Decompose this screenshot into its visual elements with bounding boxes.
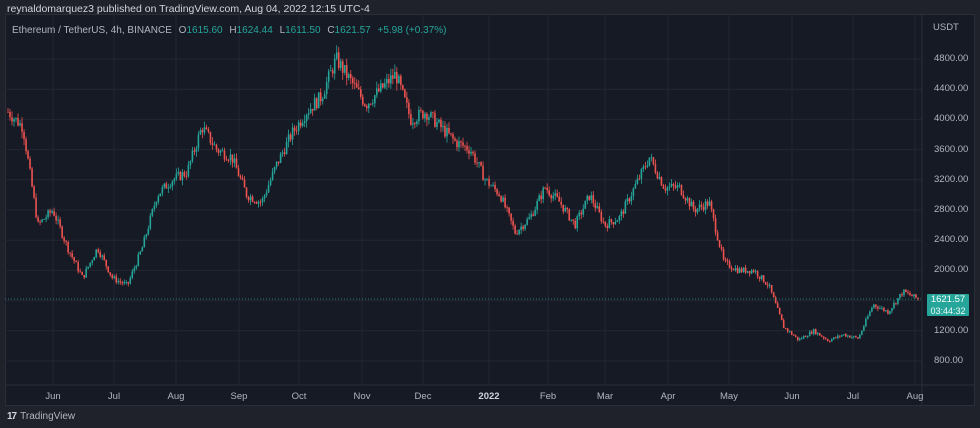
close-label: C (327, 25, 335, 36)
time-tick: Nov (353, 391, 371, 402)
price-tick: 4800.00 (934, 53, 969, 64)
brand-name: TradingView (20, 411, 76, 422)
tradingview-brand[interactable]: 17 TradingView (7, 411, 75, 422)
open-label: O (178, 25, 187, 36)
open-value: 1615.60 (186, 25, 223, 36)
time-tick: Aug (167, 391, 185, 402)
last-price-value: 1621.57 (930, 294, 966, 305)
tradingview-logo-icon: 17 (7, 411, 17, 422)
price-tick: 2800.00 (934, 204, 969, 215)
time-tick: Apr (660, 391, 676, 402)
symbol-title[interactable]: Ethereum / TetherUS, 4h, BINANCE (12, 25, 172, 36)
time-tick: Jun (784, 391, 800, 402)
last-price-badge: 1621.57 03:44:32 (927, 294, 969, 316)
change-value: +5.98 (+0.37%) (377, 25, 447, 36)
time-tick: 2022 (478, 391, 500, 402)
low-label: L (279, 25, 286, 36)
price-tick: 1200.00 (934, 324, 969, 336)
low-value: 1611.50 (285, 25, 321, 36)
high-label: H (229, 25, 237, 36)
time-tick: Jul (107, 391, 121, 402)
price-axis-unit: USDT (933, 22, 959, 33)
time-tick: Jun (45, 391, 61, 402)
time-tick: Jul (846, 391, 860, 402)
time-tick: Dec (414, 391, 432, 402)
grid-lines (5, 14, 922, 385)
bar-countdown: 03:44:32 (930, 305, 966, 316)
price-tick: 4000.00 (934, 113, 969, 125)
publish-line: reynaldomarquez3 published on TradingVie… (7, 3, 370, 15)
price-tick: 3600.00 (934, 143, 969, 155)
time-tick: May (720, 391, 738, 402)
price-tick: 800.00 (934, 355, 964, 366)
chart-legend: Ethereum / TetherUS, 4h, BINANCE O1615.6… (12, 25, 446, 36)
price-tick: 3200.00 (934, 173, 969, 185)
time-tick: Feb (539, 391, 557, 402)
price-tick: 4400.00 (934, 83, 969, 95)
price-tick: 2400.00 (934, 234, 969, 246)
time-tick: Aug (906, 391, 924, 402)
close-value: 1621.57 (334, 25, 371, 36)
time-tick: Mar (596, 391, 614, 402)
price-tick: 2000.00 (934, 264, 969, 276)
time-tick: Sep (230, 391, 248, 402)
high-value: 1624.44 (236, 25, 273, 36)
candles (7, 45, 919, 343)
time-tick: Oct (291, 391, 307, 402)
